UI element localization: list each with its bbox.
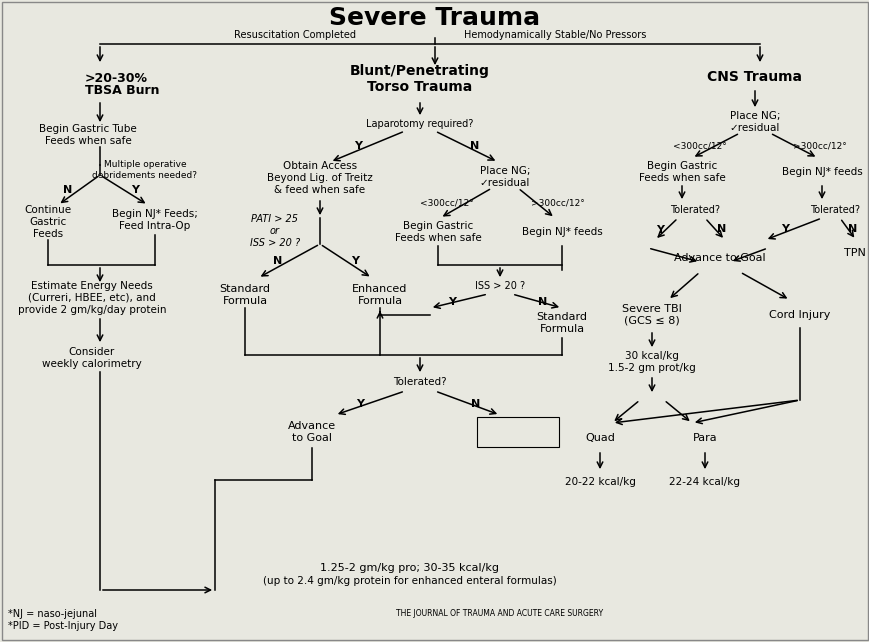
Text: PATI > 25
or
ISS > 20 ?: PATI > 25 or ISS > 20 ? [249, 214, 300, 248]
Text: N: N [538, 297, 547, 307]
Text: Tolerated?: Tolerated? [393, 377, 447, 387]
Text: ISS > 20 ?: ISS > 20 ? [474, 281, 525, 291]
Text: Enhanced
Formula: Enhanced Formula [352, 284, 408, 306]
Text: Para: Para [692, 433, 716, 443]
Text: Multiple operative
debridements needed?: Multiple operative debridements needed? [92, 160, 197, 180]
Text: Begin Gastric
Feeds when safe: Begin Gastric Feeds when safe [395, 221, 481, 243]
Text: Y: Y [355, 399, 363, 409]
Text: Quad: Quad [584, 433, 614, 443]
Text: (up to 2.4 gm/kg protein for enhanced enteral formulas): (up to 2.4 gm/kg protein for enhanced en… [262, 576, 556, 586]
Text: N: N [717, 224, 726, 234]
Text: THE JOURNAL OF TRAUMA AND ACUTE CARE SURGERY: THE JOURNAL OF TRAUMA AND ACUTE CARE SUR… [396, 609, 603, 618]
Text: CNS Trauma: CNS Trauma [706, 70, 801, 84]
FancyBboxPatch shape [476, 417, 559, 447]
Text: Resuscitation Completed: Resuscitation Completed [234, 30, 355, 40]
Text: Place NG;
✓residual: Place NG; ✓residual [479, 166, 529, 188]
Text: Tolerated?: Tolerated? [809, 205, 859, 215]
Text: >300cc/12°: >300cc/12° [793, 141, 846, 150]
Text: N: N [471, 399, 480, 409]
Text: Y: Y [780, 224, 788, 234]
Text: 1.25-2 gm/kg pro; 30-35 kcal/kg: 1.25-2 gm/kg pro; 30-35 kcal/kg [320, 563, 499, 573]
Text: Consider
weekly calorimetry: Consider weekly calorimetry [42, 347, 142, 369]
Text: TPN: TPN [843, 248, 865, 258]
Text: N: N [63, 185, 72, 195]
Text: <300cc/12°: <300cc/12° [420, 198, 474, 207]
Text: >20-30%: >20-30% [85, 71, 148, 85]
Text: Place NG;
✓residual: Place NG; ✓residual [729, 111, 779, 133]
Text: Y: Y [655, 225, 663, 235]
Text: Severe Trauma: Severe Trauma [329, 6, 540, 30]
Text: N: N [273, 256, 282, 266]
Text: *PID = Post-Injury Day: *PID = Post-Injury Day [8, 621, 118, 631]
Text: Y: Y [350, 256, 359, 266]
Text: TBSA Burn: TBSA Burn [85, 85, 159, 98]
Text: Standard
Formula: Standard Formula [536, 312, 587, 334]
Text: Start TPN
by PID* #7: Start TPN by PID* #7 [487, 421, 548, 443]
Text: Obtain Access
Beyond Lig. of Treitz
& feed when safe: Obtain Access Beyond Lig. of Treitz & fe… [267, 161, 373, 195]
Text: Tolerated?: Tolerated? [669, 205, 720, 215]
Text: N: N [470, 141, 479, 151]
Text: Begin NJ* feeds: Begin NJ* feeds [521, 227, 601, 237]
Text: Begin Gastric Tube
Feeds when safe: Begin Gastric Tube Feeds when safe [39, 124, 136, 146]
Text: <300cc/12°: <300cc/12° [673, 141, 726, 150]
Text: Continue
Gastric
Feeds: Continue Gastric Feeds [24, 205, 71, 239]
Text: Advance to Goal: Advance to Goal [673, 253, 765, 263]
Text: Y: Y [131, 185, 139, 195]
Text: Estimate Energy Needs
(Curreri, HBEE, etc), and
provide 2 gm/kg/day protein: Estimate Energy Needs (Curreri, HBEE, et… [17, 281, 166, 315]
Text: Y: Y [448, 297, 455, 307]
Text: 20-22 kcal/kg: 20-22 kcal/kg [564, 477, 634, 487]
Text: 22-24 kcal/kg: 22-24 kcal/kg [669, 477, 740, 487]
Text: Y: Y [354, 141, 362, 151]
Text: Blunt/Penetrating
Torso Trauma: Blunt/Penetrating Torso Trauma [349, 64, 489, 94]
Text: Cord Injury: Cord Injury [768, 310, 830, 320]
Text: Standard
Formula: Standard Formula [219, 284, 270, 306]
Text: Begin NJ* feeds: Begin NJ* feeds [780, 167, 861, 177]
Text: Severe TBI
(GCS ≤ 8): Severe TBI (GCS ≤ 8) [621, 304, 681, 325]
Text: *NJ = naso-jejunal: *NJ = naso-jejunal [8, 609, 96, 619]
Text: >300cc/12°: >300cc/12° [530, 198, 584, 207]
Text: N: N [847, 224, 857, 234]
Text: Hemodynamically Stable/No Pressors: Hemodynamically Stable/No Pressors [463, 30, 646, 40]
Text: Begin Gastric
Feeds when safe: Begin Gastric Feeds when safe [638, 161, 725, 183]
Text: Laparotomy required?: Laparotomy required? [366, 119, 473, 129]
Text: 30 kcal/kg
1.5-2 gm prot/kg: 30 kcal/kg 1.5-2 gm prot/kg [607, 351, 695, 373]
Text: Begin NJ* Feeds;
Feed Intra-Op: Begin NJ* Feeds; Feed Intra-Op [112, 209, 198, 231]
Text: Advance
to Goal: Advance to Goal [288, 421, 335, 443]
